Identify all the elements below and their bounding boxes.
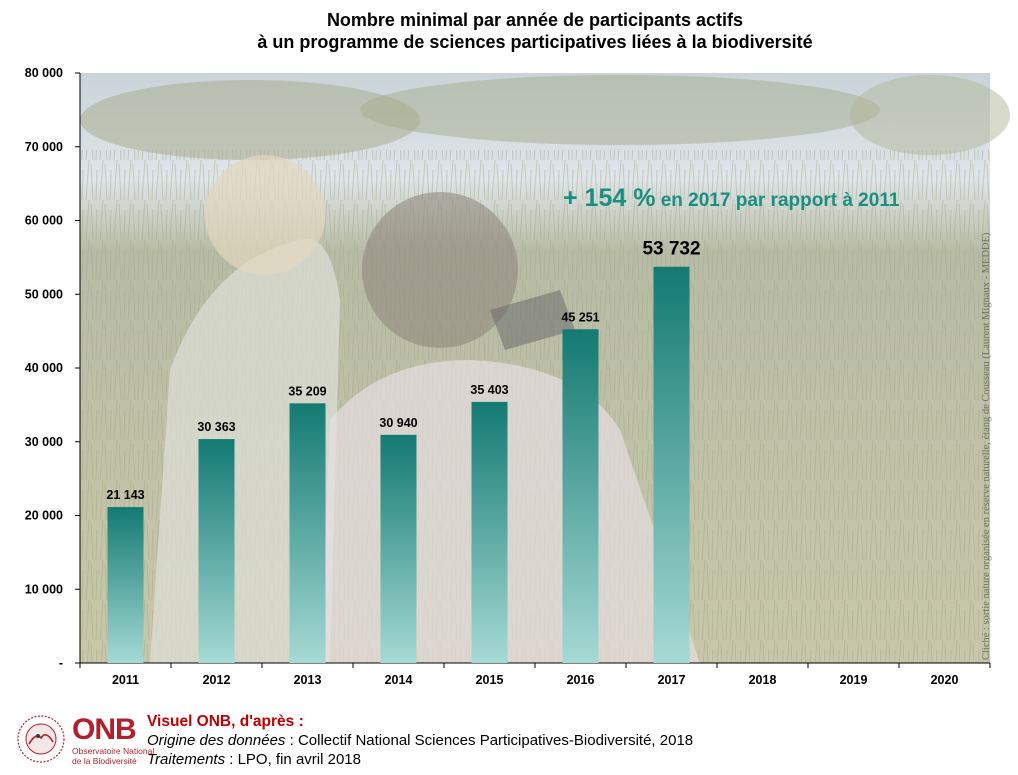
logo-subtitle-line-2: de la Biodiversité: [72, 756, 137, 766]
visual-title: Visuel ONB, d'après :: [147, 713, 304, 730]
x-tick-label: 2020: [931, 673, 959, 687]
logo-letters: ONB: [72, 713, 137, 746]
chart-title: Nombre minimal par année de participants…: [80, 9, 990, 53]
footer: ONB Observatoire National de la Biodiver…: [0, 708, 1018, 775]
bar-2012: [198, 439, 235, 663]
bar-2011: [107, 507, 144, 663]
bar-2016: [562, 329, 599, 663]
x-tick-label: 2016: [567, 673, 595, 687]
chart-title-line-1: Nombre minimal par année de participants…: [326, 10, 744, 30]
x-tick-label: 2012: [203, 673, 231, 687]
data-processing: Traitements : LPO, fin avril 2018: [147, 750, 693, 769]
y-tick-label: 10 000: [25, 582, 63, 596]
growth-percent: + 154 %: [563, 184, 656, 212]
logo-subtitle: Observatoire National de la Biodiversité: [72, 746, 154, 766]
bar-2013: [289, 403, 326, 663]
bar-2015: [471, 401, 508, 663]
value-label-2016: 45 251: [561, 310, 599, 324]
origin-label: Origine des données: [147, 732, 286, 749]
y-tick-label: 30 000: [25, 435, 63, 449]
y-tick-label: 80 000: [25, 66, 63, 80]
value-label-2013: 35 209: [288, 384, 326, 398]
y-tick-label: 40 000: [25, 361, 63, 375]
processing-value: : LPO, fin avril 2018: [225, 751, 361, 768]
onb-emblem-icon: [17, 715, 65, 763]
y-tick-label: -: [59, 656, 63, 670]
photo-credit: Cliché : sortie nature organisée en rése…: [981, 232, 992, 660]
origin-value: : Collectif National Sciences Participat…: [285, 732, 694, 749]
x-tick-label: 2019: [840, 673, 868, 687]
y-tick-label: 50 000: [25, 287, 63, 301]
onb-logo: ONB Observatoire National de la Biodiver…: [14, 712, 154, 770]
bar-2014: [380, 434, 417, 663]
processing-label: Traitements: [147, 751, 226, 768]
x-tick-label: 2015: [476, 673, 504, 687]
value-label-2011: 21 143: [106, 488, 144, 502]
value-label-2015: 35 403: [470, 383, 508, 397]
growth-description: en 2017 par rapport à 2011: [655, 190, 900, 211]
value-label-2012: 30 363: [197, 420, 235, 434]
value-label-2014: 30 940: [379, 416, 417, 430]
data-origin: Origine des données : Collectif National…: [147, 731, 693, 750]
x-tick-label: 2014: [385, 673, 413, 687]
x-tick-label: 2011: [112, 673, 139, 687]
x-tick-label: 2013: [294, 673, 322, 687]
logo-subtitle-line-1: Observatoire National: [72, 746, 155, 756]
y-tick-label: 70 000: [25, 140, 63, 154]
bar-2017: [653, 266, 690, 663]
x-tick-label: 2017: [658, 673, 686, 687]
chart-title-line-2: à un programme de sciences participative…: [257, 32, 813, 52]
x-tick-label: 2018: [749, 673, 777, 687]
value-label-2017: 53 732: [642, 239, 700, 260]
growth-annotation: + 154 % en 2017 par rapport à 2011: [563, 184, 899, 213]
source-block: Visuel ONB, d'après : Origine des donnée…: [147, 712, 693, 769]
y-tick-label: 60 000: [25, 214, 63, 228]
y-tick-label: 20 000: [25, 509, 63, 523]
bar-chart: - 10 000 20 000 30 000 40 000 50 000 60 000 70 …: [25, 66, 1010, 687]
